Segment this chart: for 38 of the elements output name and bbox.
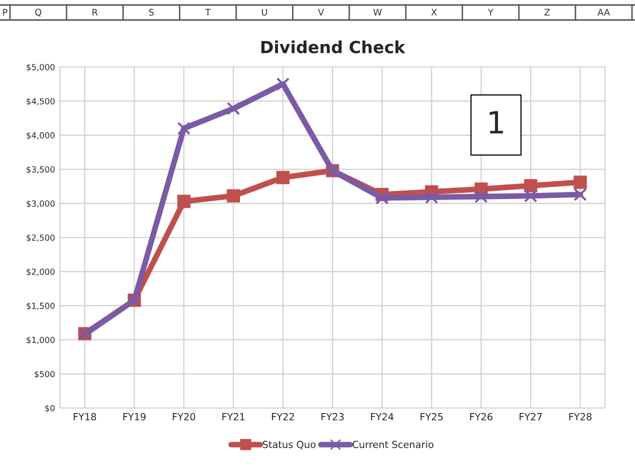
x-tick-label: FY18	[74, 413, 96, 420]
text: X	[431, 8, 437, 16]
y-tick-label: $2,500	[26, 234, 55, 242]
y-tick-label: $5,000	[26, 64, 55, 72]
x-tick-label: FY19	[123, 413, 146, 420]
text: Y	[488, 8, 494, 16]
x-tick-label: FY24	[371, 413, 394, 420]
text: T	[205, 8, 211, 16]
y-tick-label: $2,000	[26, 268, 55, 276]
y-tick-label: $3,000	[26, 200, 55, 208]
x-tick-label: FY22	[272, 413, 294, 420]
y-tick-label: $4,500	[26, 98, 55, 106]
y-tick-label: $500	[34, 370, 55, 378]
x-tick-label: FY28	[569, 413, 592, 420]
text: P	[3, 8, 8, 16]
x-tick-label: FY23	[322, 413, 344, 420]
text: AA	[598, 8, 610, 16]
x-tick-label: FY27	[520, 413, 542, 420]
y-tick-label: $3,500	[26, 166, 55, 174]
chart-title: Dividend Check	[261, 40, 406, 54]
legend-label: Current Scenario	[352, 440, 434, 448]
legend-label: Status Quo	[262, 440, 316, 450]
y-tick-label: $1,000	[26, 336, 55, 344]
text: R	[92, 8, 98, 16]
x-tick-label: FY26	[470, 413, 492, 420]
text: Q	[35, 8, 42, 17]
x-tick-label: FY21	[222, 413, 244, 420]
annotation: 1	[490, 111, 503, 134]
text: Z	[544, 8, 550, 16]
x-tick-label: FY25	[420, 413, 443, 420]
text: U	[262, 8, 267, 16]
y-tick-label: $4,000	[26, 132, 55, 140]
text: V	[318, 8, 324, 16]
x-tick-label: FY20	[172, 413, 196, 420]
text: S	[149, 8, 154, 16]
y-tick-label: $0	[45, 404, 55, 412]
y-tick-label: $1,500	[26, 302, 55, 310]
text: W	[373, 8, 382, 16]
